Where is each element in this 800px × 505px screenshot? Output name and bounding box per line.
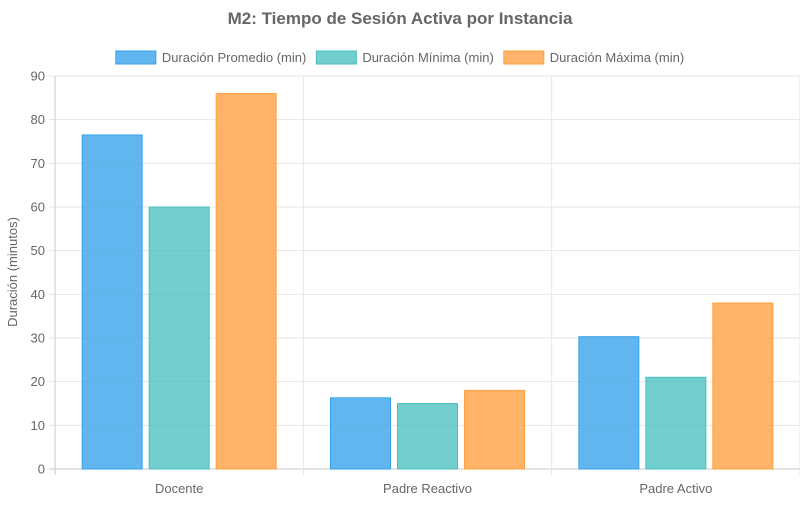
y-tick-label: 80 (31, 112, 45, 127)
y-tick-label: 60 (31, 200, 45, 215)
y-tick-label: 30 (31, 331, 45, 346)
bar (645, 376, 707, 470)
bar (148, 206, 210, 470)
x-tick-label: Padre Activo (639, 481, 712, 496)
bar (464, 389, 525, 470)
y-tick-label: 50 (31, 243, 45, 258)
legend-item: Duración Promedio (min) (115, 50, 307, 65)
bar (578, 336, 640, 470)
bar (397, 403, 458, 470)
legend-item: Duración Máxima (min) (503, 50, 684, 65)
y-tick-label: 20 (31, 374, 45, 389)
bar (712, 302, 774, 470)
axes: 0 10 20 30 40 50 60 70 80 90 Docente Padre Reactivo… (31, 69, 713, 497)
y-tick-label: 0 (38, 462, 45, 477)
legend: Duración Promedio (min) Duración Mínima (… (115, 50, 684, 65)
x-tick-label: Padre Reactivo (383, 481, 472, 496)
legend-swatch (315, 50, 357, 65)
bar (330, 397, 391, 470)
legend-label: Duración Promedio (min) (162, 50, 307, 65)
chart-title: M2: Tiempo de Sesión Activa por Instanci… (227, 9, 573, 28)
legend-label: Duración Mínima (min) (362, 50, 493, 65)
y-tick-label: 70 (31, 156, 45, 171)
y-tick-label: 10 (31, 418, 45, 433)
y-tick-label: 90 (31, 69, 45, 84)
legend-swatch (503, 50, 545, 65)
x-tick-label: Docente (155, 481, 203, 496)
y-tick-label: 40 (31, 287, 45, 302)
bars (81, 92, 774, 470)
legend-label: Duración Máxima (min) (550, 50, 684, 65)
bar (215, 92, 277, 470)
bar (81, 134, 143, 470)
legend-item: Duración Mínima (min) (315, 50, 494, 65)
legend-swatch (115, 50, 157, 65)
y-axis-label: Duración (minutos) (5, 217, 20, 327)
